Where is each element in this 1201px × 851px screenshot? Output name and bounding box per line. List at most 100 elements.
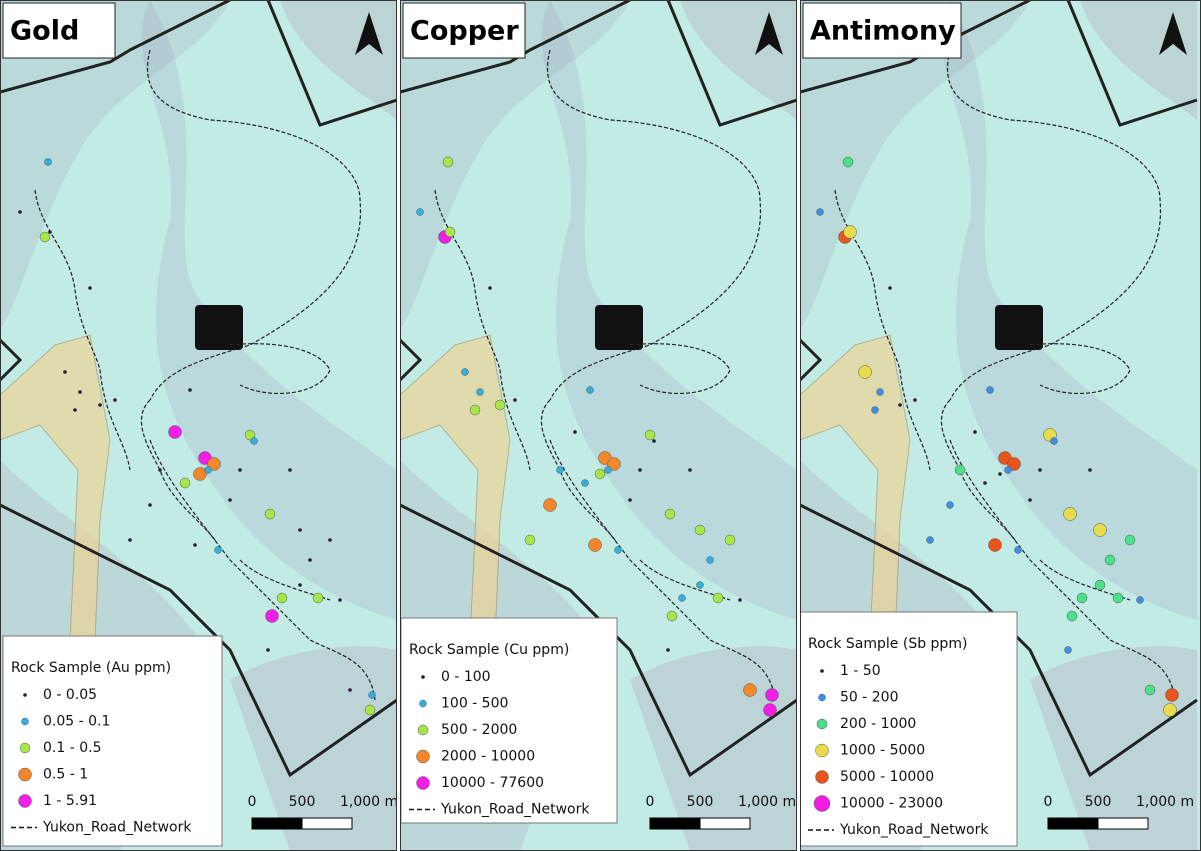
rock-sample <box>888 286 892 290</box>
rock-sample <box>1144 684 1156 696</box>
rock-sample <box>1124 534 1136 546</box>
road <box>639 559 731 601</box>
rock-sample <box>1007 457 1021 471</box>
rock-sample <box>594 468 606 480</box>
rock-sample <box>765 688 779 702</box>
claim-boundary <box>400 503 797 778</box>
rock-sample <box>738 598 742 602</box>
scale-label: 0 <box>646 794 655 810</box>
terrain <box>630 646 797 851</box>
north-arrow <box>1159 12 1187 55</box>
legend-title: Rock Sample (Cu ppm) <box>409 642 569 658</box>
road <box>629 343 731 395</box>
rock-sample <box>986 386 994 394</box>
road <box>949 439 1176 701</box>
legend-label: 5000 - 10000 <box>840 769 934 785</box>
panel-title: Antimony <box>810 16 956 47</box>
north-arrow <box>355 12 383 55</box>
rock-sample <box>628 498 632 502</box>
rock-sample <box>1064 646 1072 654</box>
rock-sample <box>876 388 884 396</box>
rock-sample <box>581 479 589 487</box>
legend-label: 1000 - 5000 <box>840 743 925 759</box>
legend-symbol <box>19 742 31 754</box>
rock-sample <box>276 592 288 604</box>
legend-label: Yukon_Road_Network <box>42 820 192 836</box>
rock-sample <box>238 468 242 472</box>
legend-symbol <box>18 767 32 782</box>
rock-sample <box>193 543 197 547</box>
legend-label: 10000 - 77600 <box>441 775 544 791</box>
rock-sample <box>78 390 82 394</box>
rock-sample <box>312 592 324 604</box>
rock-sample <box>328 538 332 542</box>
rock-sample <box>179 477 191 489</box>
legend-symbol <box>419 699 427 708</box>
rock-sample <box>816 208 824 216</box>
rock-sample <box>973 430 977 434</box>
legend-label: 1 - 50 <box>840 663 881 679</box>
road <box>540 399 616 541</box>
road <box>229 343 331 395</box>
rock-sample <box>588 538 602 552</box>
rock-sample <box>842 156 854 168</box>
terrain <box>141 0 397 620</box>
terrain <box>1030 646 1197 851</box>
rock-sample <box>18 210 22 214</box>
legend-label: 1 - 5.91 <box>43 793 97 809</box>
rock-sample <box>871 406 879 414</box>
rock-sample <box>168 425 182 439</box>
legend-label: 0.05 - 0.1 <box>43 714 110 730</box>
rock-sample <box>898 403 902 407</box>
claim-boundary <box>0 503 397 778</box>
title-box <box>402 2 526 59</box>
rock-sample <box>946 501 954 509</box>
rock-sample <box>338 598 342 602</box>
legend-label: 10000 - 23000 <box>840 796 943 812</box>
rock-sample <box>204 466 212 474</box>
legend-label: 100 - 500 <box>441 696 508 712</box>
road <box>140 399 216 541</box>
rock-sample <box>666 648 670 652</box>
rock-sample <box>469 404 481 416</box>
rock-sample <box>524 534 536 546</box>
legend-symbol <box>818 693 826 702</box>
road <box>834 189 931 471</box>
rock-sample <box>442 156 454 168</box>
claim-block <box>595 305 643 350</box>
north-arrow <box>755 12 783 55</box>
rock-sample <box>607 457 621 471</box>
rock-sample <box>712 592 724 604</box>
rock-sample <box>250 437 258 445</box>
rock-sample <box>364 704 376 716</box>
rock-sample <box>706 556 714 564</box>
road <box>34 189 131 471</box>
scale-bar <box>301 817 353 830</box>
claim-boundary <box>666 0 797 127</box>
claim-boundary <box>400 338 423 382</box>
panel-title: Gold <box>10 16 79 47</box>
legend-label: 0.1 - 0.5 <box>43 740 101 756</box>
terrain <box>400 0 630 330</box>
legend-label: 0 - 0.05 <box>43 687 97 703</box>
rock-sample <box>556 466 564 474</box>
legend-symbol <box>815 743 829 758</box>
rock-sample <box>696 581 704 589</box>
legend-label: 0.5 - 1 <box>43 767 88 783</box>
rock-sample <box>664 508 676 520</box>
rock-sample <box>926 536 934 544</box>
rock-sample <box>1165 688 1179 702</box>
rock-sample <box>148 503 152 507</box>
rock-sample <box>298 528 302 532</box>
rock-sample <box>1050 437 1058 445</box>
legend-symbol <box>21 717 29 726</box>
scale-label: 1,000 m <box>340 794 397 810</box>
rock-sample <box>39 231 51 243</box>
rock-sample <box>476 388 484 396</box>
rock-sample <box>1014 546 1022 554</box>
claim-boundary <box>266 0 397 127</box>
scale-bar <box>251 817 303 830</box>
road <box>1039 559 1131 601</box>
title-box <box>802 2 962 59</box>
rock-sample <box>88 286 92 290</box>
